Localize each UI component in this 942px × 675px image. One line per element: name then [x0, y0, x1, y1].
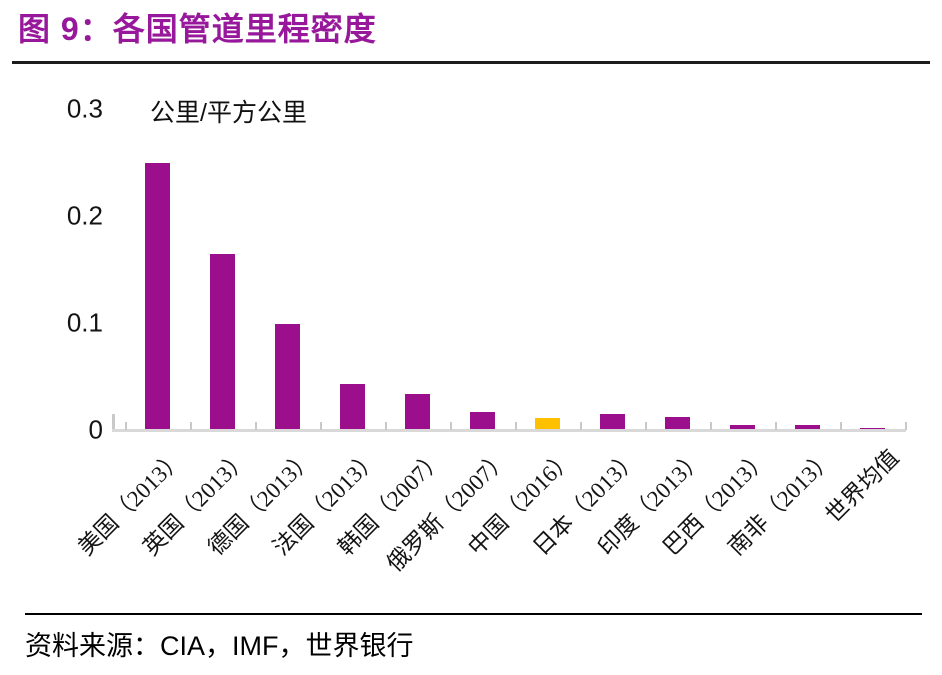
x-axis-tick	[905, 421, 907, 430]
bar-8	[665, 416, 690, 431]
bar-highlight-china	[535, 417, 560, 431]
y-tick-label-0.1: 0.1	[66, 307, 103, 337]
x-axis-origin-tick	[112, 414, 115, 429]
x-axis-tick	[320, 421, 322, 430]
bar-0	[145, 163, 170, 431]
x-axis-tick	[775, 421, 777, 430]
source-note: 资料来源：CIA，IMF，世界银行	[25, 631, 414, 661]
x-axis-line	[112, 429, 906, 432]
bar-4	[405, 394, 430, 431]
figure-title: 图 9：各国管道里程密度	[18, 11, 377, 47]
bar-2	[275, 323, 300, 431]
x-axis-tick	[190, 421, 192, 430]
bar-3	[340, 384, 365, 431]
x-axis-tick	[385, 421, 387, 430]
x-axis-tick	[840, 421, 842, 430]
bar-5	[470, 412, 495, 431]
x-axis-tick	[125, 421, 127, 430]
x-axis-tick	[450, 421, 452, 430]
bar-1	[210, 253, 235, 431]
y-tick-label-0.2: 0.2	[66, 200, 103, 230]
bar-10	[795, 425, 820, 431]
x-axis-tick	[580, 421, 582, 430]
bar-7	[600, 414, 625, 431]
x-axis-tick	[645, 421, 647, 430]
footer-divider	[25, 613, 922, 615]
bar-9	[730, 425, 755, 431]
y-axis-unit-label: 公里/平方公里	[150, 99, 307, 127]
x-axis-tick	[710, 421, 712, 430]
y-axis-tick-labels: 0 0.1 0.2 0.3	[0, 0, 103, 460]
y-tick-label-0: 0	[88, 414, 103, 444]
y-tick-label-0.3: 0.3	[66, 93, 103, 123]
title-divider	[12, 61, 930, 64]
x-axis-tick	[515, 421, 517, 430]
x-axis-tick	[255, 421, 257, 430]
